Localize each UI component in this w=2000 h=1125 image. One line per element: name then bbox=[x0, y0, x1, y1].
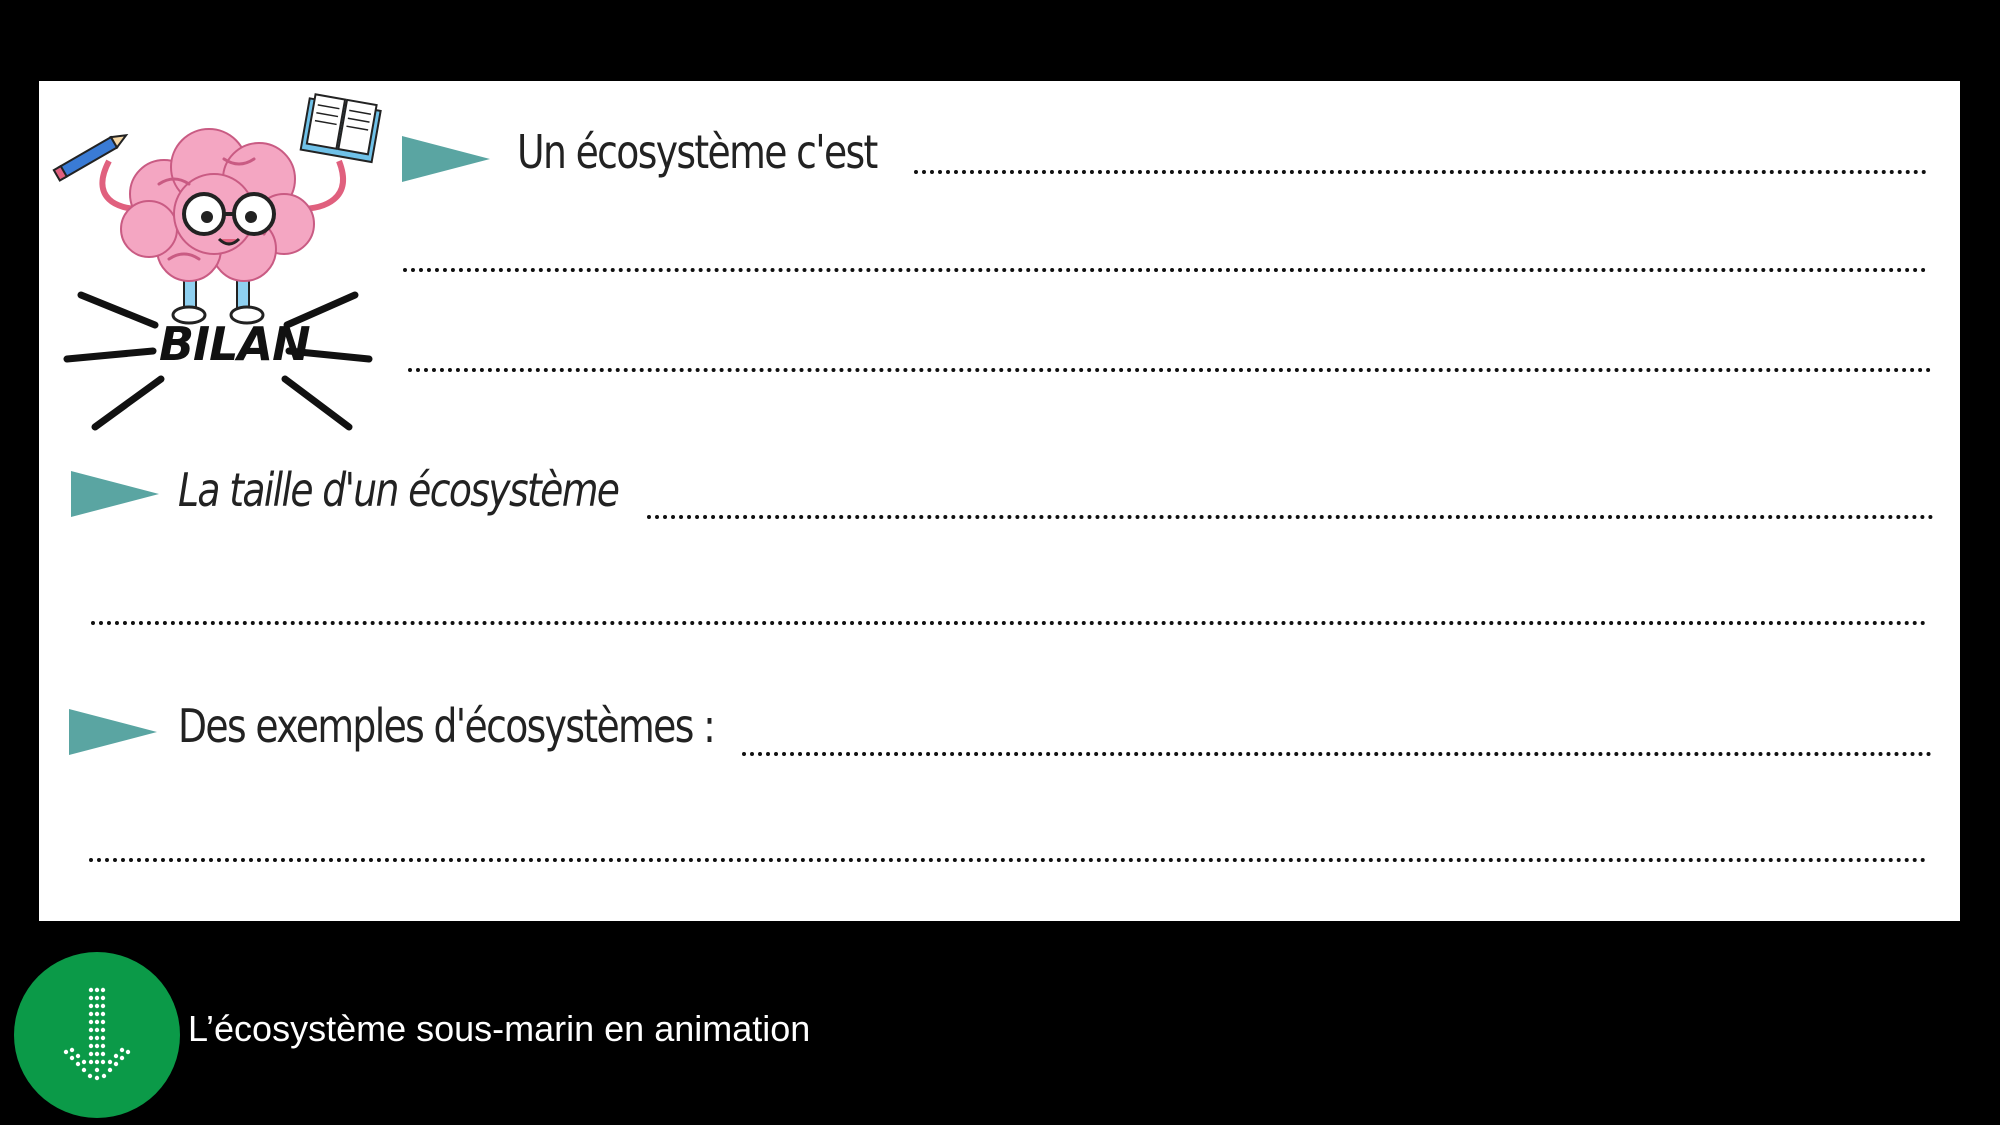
answer-line-2b[interactable] bbox=[91, 621, 1927, 625]
line3-label: Des exemples d'écosystèmes : bbox=[178, 699, 716, 753]
row1-arrow-icon bbox=[402, 136, 490, 182]
row3-arrow-icon bbox=[69, 709, 157, 755]
answer-line-3b[interactable] bbox=[89, 858, 1927, 862]
answer-line-1b[interactable] bbox=[403, 268, 1927, 272]
answer-line-3a[interactable] bbox=[742, 752, 1932, 756]
answer-line-1a[interactable] bbox=[914, 170, 1927, 174]
answer-line-1c[interactable] bbox=[408, 368, 1932, 372]
worksheet-slide: BILAN Un écosystème c'est La taille d'un… bbox=[39, 81, 1960, 921]
line2-label: La taille d'un écosystème bbox=[178, 463, 620, 517]
line1-label: Un écosystème c'est bbox=[517, 125, 878, 179]
download-button[interactable] bbox=[14, 952, 180, 1118]
video-caption: L’écosystème sous-marin en animation bbox=[188, 1008, 811, 1049]
answer-line-2a[interactable] bbox=[647, 515, 1934, 519]
row2-arrow-icon bbox=[71, 471, 159, 517]
bilan-badge: BILAN bbox=[159, 317, 311, 371]
download-arrow-icon bbox=[63, 987, 131, 1081]
brain-mascot-icon bbox=[52, 93, 382, 431]
